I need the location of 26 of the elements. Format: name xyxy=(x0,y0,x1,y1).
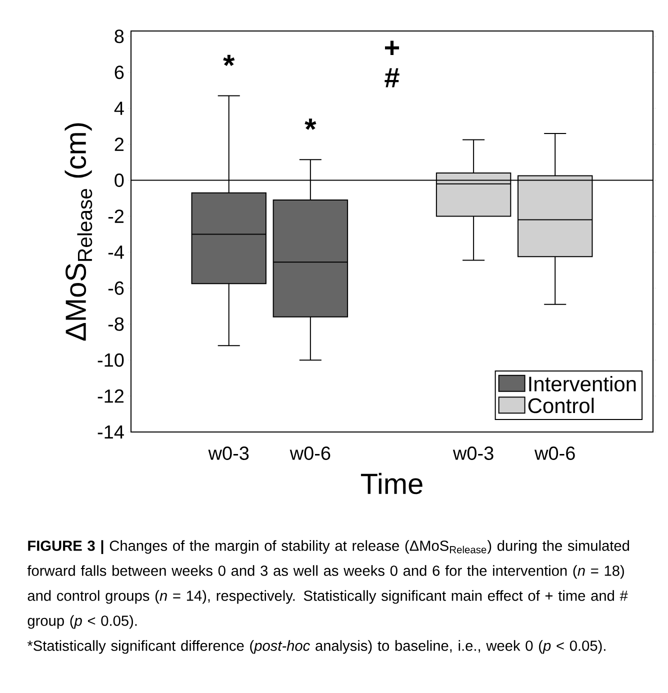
y-tick-label: -10 xyxy=(98,353,124,367)
y-axis-title: ΔMoS$_{Release}$ (cm) xyxy=(64,123,92,341)
x-tick-label: w0-6 xyxy=(290,446,330,460)
y-tick-label: -12 xyxy=(98,389,124,403)
y-tick-label: 6 xyxy=(114,66,124,80)
annotation: * xyxy=(223,54,235,66)
y-tick-label: -6 xyxy=(108,281,124,295)
y-tick-label: 8 xyxy=(114,30,124,44)
text: FIGURE 3 | Changes of the margin of stability at release (ΔMoS$_{Release}$) during the simulated forward falls between weeks 0 and 3 as well as weeks 0 and 6 for the intervention (n = 18) and control groups (n = 14), respectively. Statistically significant main effect of + time and # group (p < 0.05). xyxy=(27,540,630,629)
x-axis-title: Time xyxy=(360,472,422,494)
annotation: # xyxy=(384,68,400,88)
legend-label: Intervention xyxy=(529,376,636,392)
y-tick-label: -8 xyxy=(108,317,124,331)
text: *Statistically significant difference (post-hoc analysis) to baseline, i.e., week 0 (p < 0.05). xyxy=(27,640,606,654)
x-tick-label: w0-3 xyxy=(452,446,494,460)
y-tick-label: -2 xyxy=(108,210,124,223)
annotation: * xyxy=(304,118,316,130)
y-tick-label: -4 xyxy=(108,246,124,259)
y-tick-label: 0 xyxy=(114,174,124,187)
annotation: + xyxy=(384,40,400,55)
legend-label: Control xyxy=(528,398,594,414)
y-tick-label: 4 xyxy=(114,102,124,115)
x-tick-label: w0-3 xyxy=(208,446,249,460)
x-tick-label: w0-6 xyxy=(534,446,575,460)
y-tick-label: -14 xyxy=(98,425,124,439)
y-tick-label: 2 xyxy=(114,138,124,151)
